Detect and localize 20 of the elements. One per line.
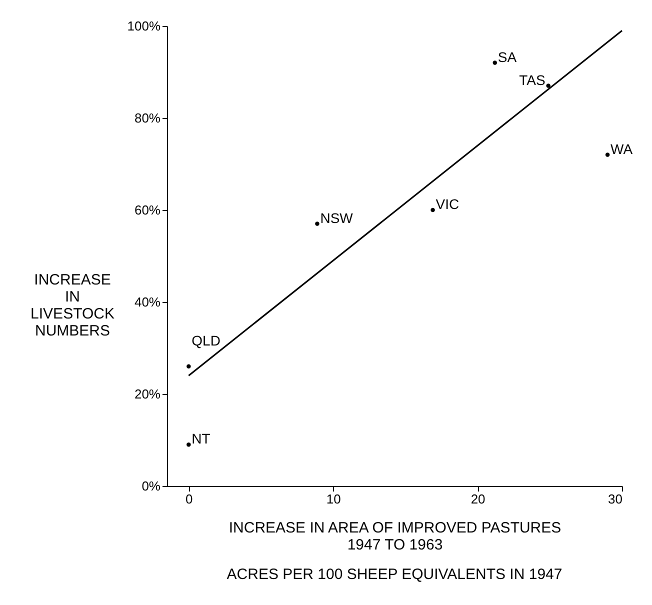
- y-tick-label: 20%: [134, 386, 161, 402]
- annotation: VIC: [436, 196, 460, 212]
- x-axis-title: INCREASE IN AREA OF IMPROVED PASTURES 1947 TO 1963: [228, 520, 562, 554]
- y-tick-label: 100%: [127, 18, 161, 34]
- annotation: SA: [498, 48, 518, 65]
- annotation: QLD: [192, 332, 220, 348]
- text: ACRES PER 100 SHEEP EQUIVALENTS IN 1947: [226, 566, 562, 583]
- y-tick-label: 80%: [134, 110, 161, 126]
- y-tick-label: 40%: [134, 294, 161, 310]
- x-tick-label: 20: [470, 492, 486, 506]
- annotation: NT: [192, 430, 211, 447]
- annotation: NSW: [320, 210, 354, 226]
- y-axis-title: INCREASE IN LIVESTOCK NUMBERS: [30, 272, 114, 340]
- y-tick-label: 60%: [134, 202, 161, 218]
- x-tick-label: 30: [608, 492, 622, 506]
- y-tick-label: 0%: [142, 478, 161, 494]
- annotation: WA: [610, 140, 634, 157]
- x-tick-label: 0: [186, 492, 193, 506]
- annotation: TAS: [519, 72, 546, 88]
- x-tick-label: 10: [326, 492, 341, 506]
